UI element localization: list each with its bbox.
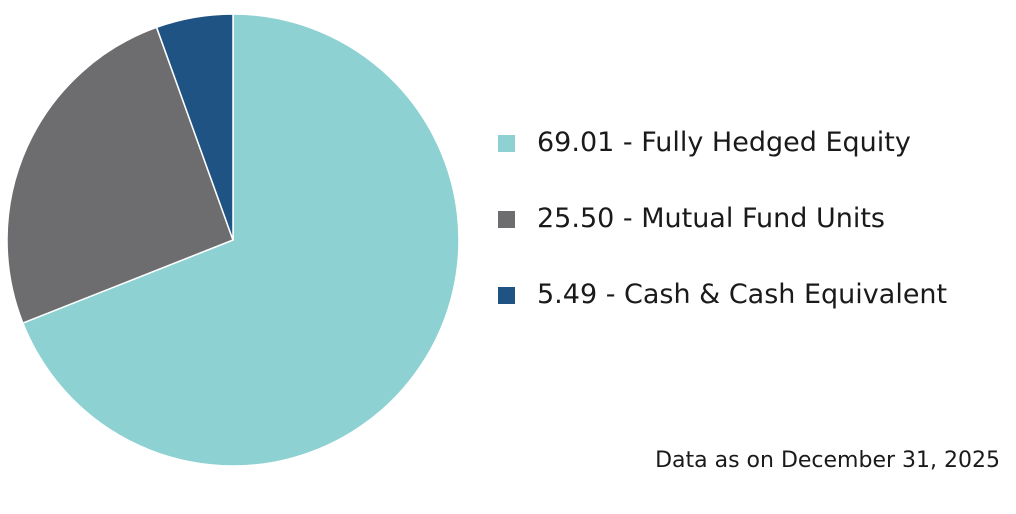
legend-item-cash-equivalent: 5.49 - Cash & Cash Equivalent bbox=[498, 272, 1008, 318]
data-date-footnote: Data as on December 31, 2025 bbox=[655, 448, 1000, 473]
pie-chart bbox=[6, 13, 460, 467]
legend-item-mutual-fund-units: 25.50 - Mutual Fund Units bbox=[498, 196, 1008, 242]
legend-label-mutual-fund-units: 25.50 - Mutual Fund Units bbox=[537, 203, 885, 234]
pie-slice-mutual-fund-units bbox=[6, 26, 234, 324]
legend-swatch-fully-hedged-equity bbox=[498, 134, 515, 152]
legend-label-fully-hedged-equity: 69.01 - Fully Hedged Equity bbox=[537, 127, 911, 158]
pie-slice-cash-equivalent bbox=[155, 13, 234, 241]
legend-swatch-mutual-fund-units bbox=[498, 210, 515, 228]
legend-item-fully-hedged-equity: 69.01 - Fully Hedged Equity bbox=[498, 120, 1008, 166]
legend-swatch-cash-equivalent bbox=[498, 286, 515, 304]
pie-slice-fully-hedged-equity bbox=[22, 13, 460, 467]
legend-label-cash-equivalent: 5.49 - Cash & Cash Equivalent bbox=[537, 279, 948, 310]
chart-legend: 69.01 - Fully Hedged Equity 25.50 - Mutu… bbox=[498, 120, 1008, 348]
